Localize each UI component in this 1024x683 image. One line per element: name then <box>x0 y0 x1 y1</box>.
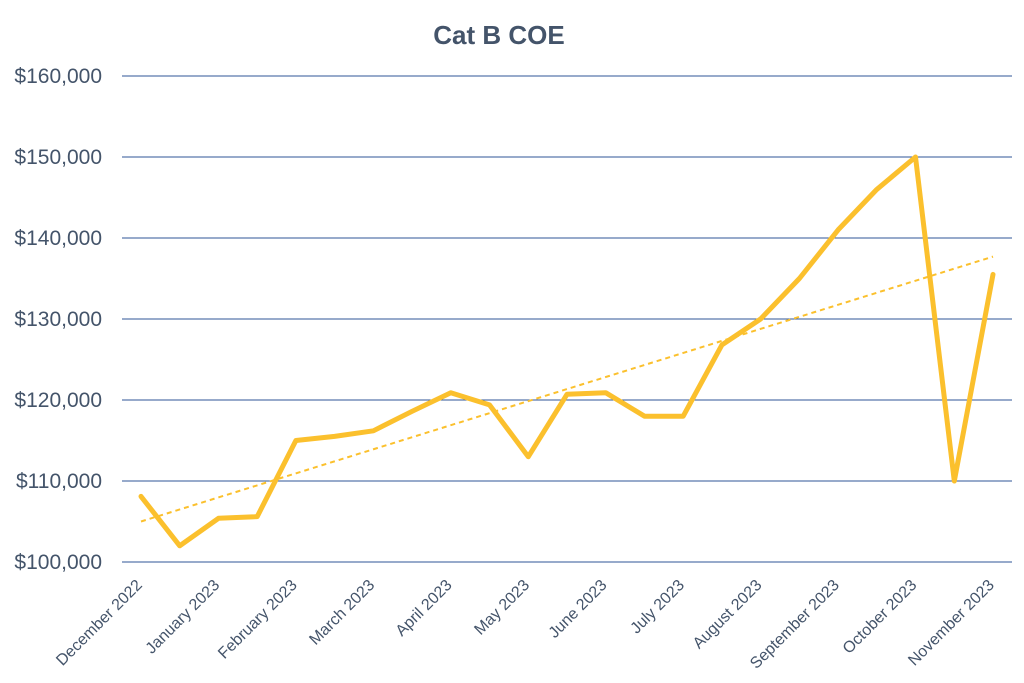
series-layer <box>138 154 996 549</box>
x-tick-label: July 2023 <box>628 577 689 638</box>
chart-title: Cat B COE <box>433 20 564 50</box>
x-tick-label: October 2023 <box>840 577 921 658</box>
trendline-layer <box>140 255 994 523</box>
x-tick-label: February 2023 <box>215 577 301 663</box>
x-tick-label: March 2023 <box>306 577 378 649</box>
y-tick-label: $150,000 <box>14 146 102 169</box>
x-tick-label: June 2023 <box>546 577 611 642</box>
x-tick-label: August 2023 <box>690 577 766 653</box>
x-tick-label: January 2023 <box>143 577 224 658</box>
y-tick-label: $110,000 <box>16 470 102 493</box>
y-tick-label: $120,000 <box>14 389 102 412</box>
y-tick-label: $100,000 <box>14 551 102 574</box>
y-tick-label: $140,000 <box>14 227 102 250</box>
y-tick-label: $130,000 <box>14 308 102 331</box>
y-axis-tick-labels: $100,000 $110,000 $120,000 $130,000 $140,000… <box>14 65 102 574</box>
x-tick-label: May 2023 <box>471 577 533 639</box>
x-tick-label: November 2023 <box>905 577 998 670</box>
x-tick-label: December 2022 <box>53 577 146 670</box>
x-tick-label: April 2023 <box>393 577 456 640</box>
series-line <box>138 154 996 549</box>
y-tick-label: $160,000 <box>14 65 102 88</box>
trendline <box>140 255 994 523</box>
gridlines <box>122 75 1012 563</box>
